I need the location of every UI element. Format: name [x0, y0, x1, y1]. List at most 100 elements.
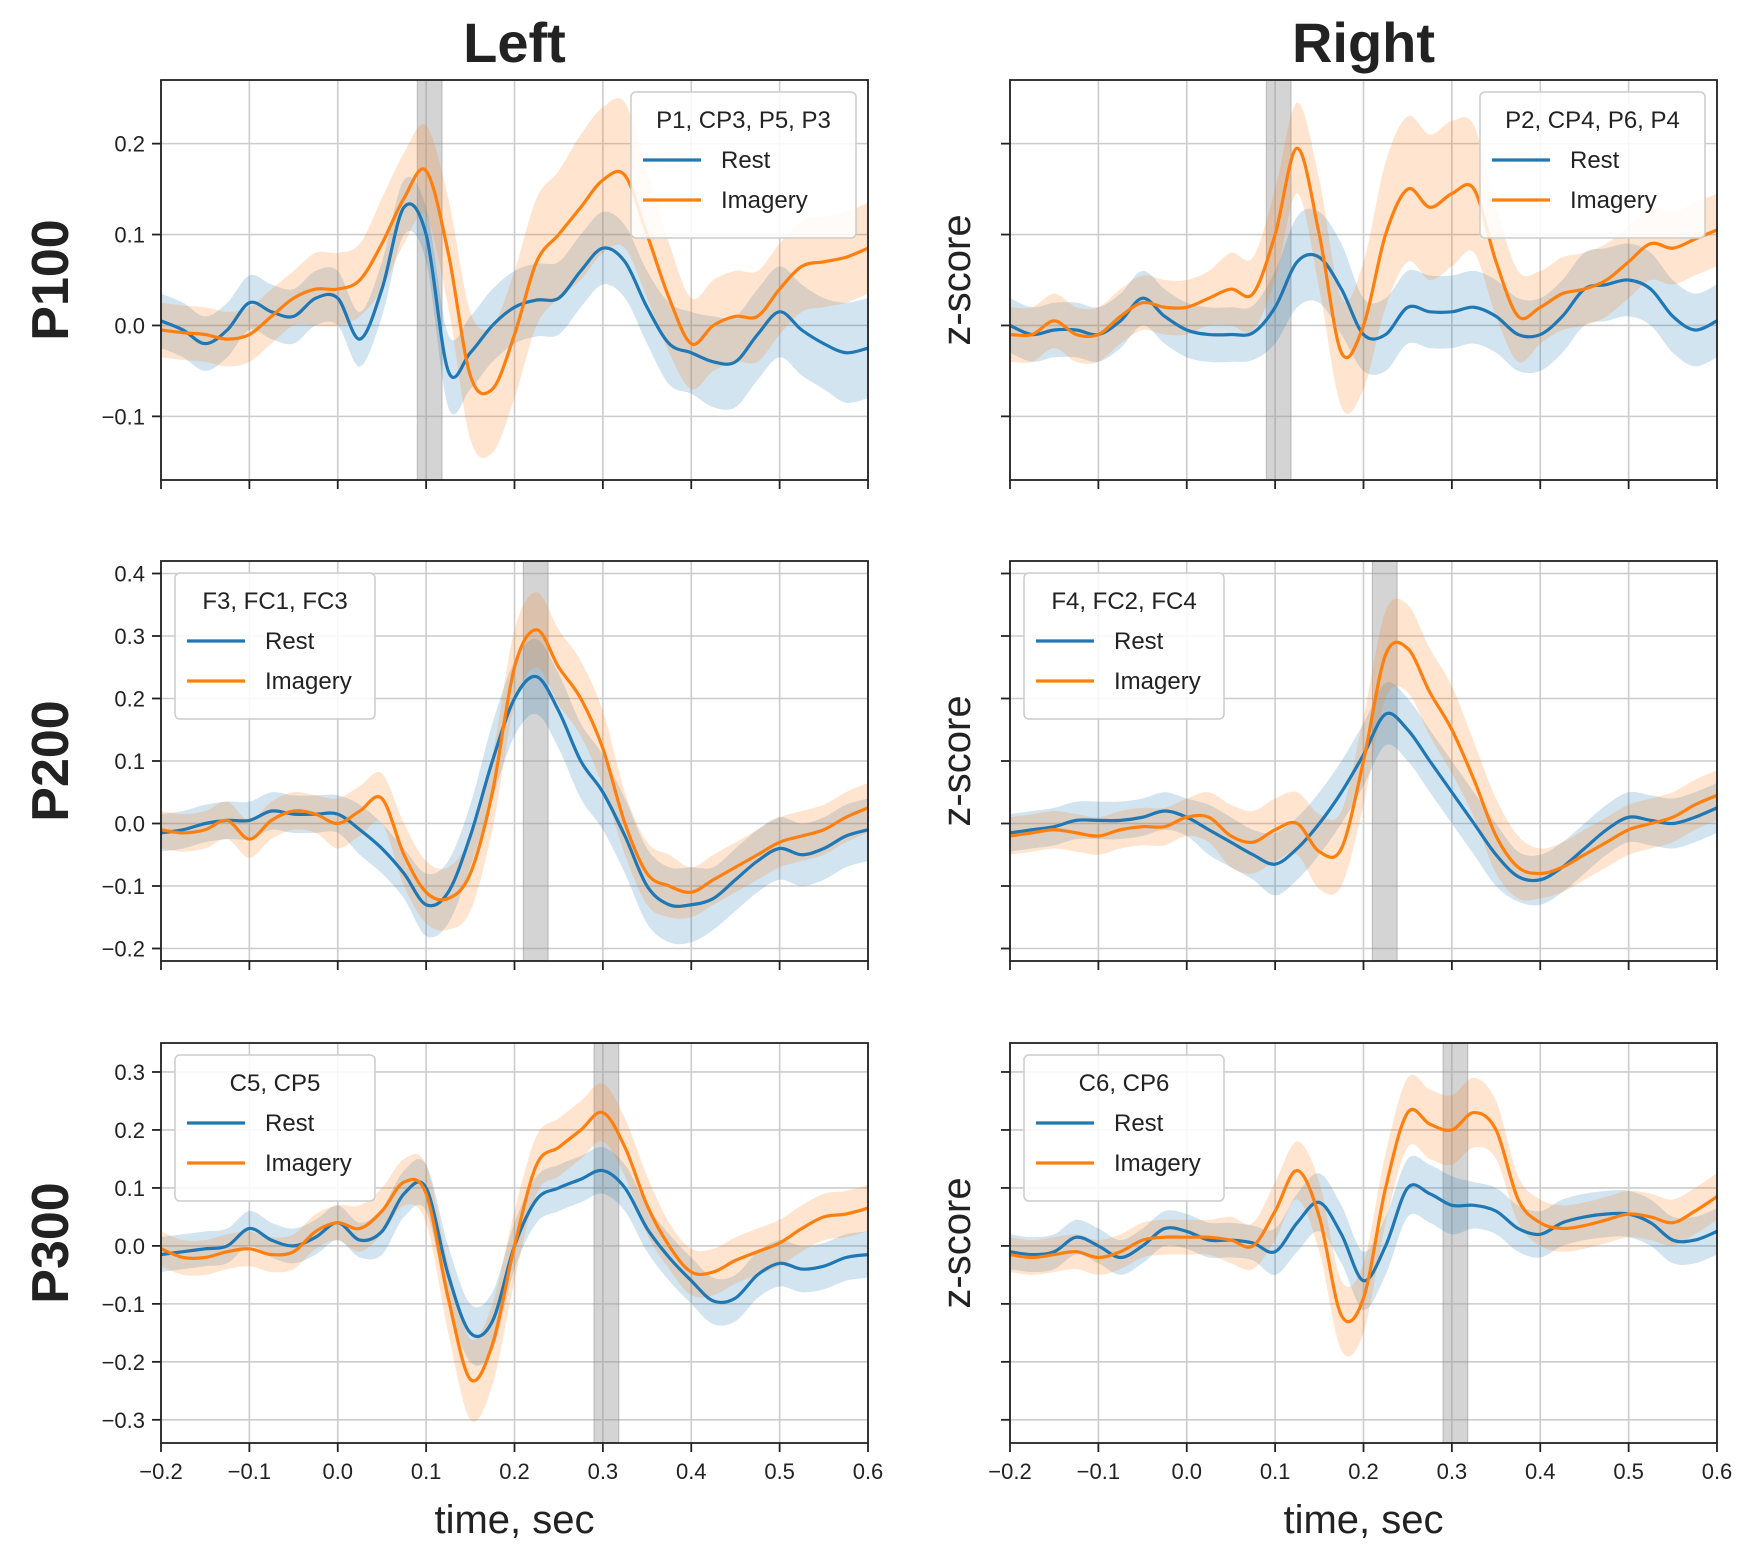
confidence-band-rest	[161, 176, 868, 415]
highlight-window	[1442, 1042, 1469, 1444]
x-tick-label: −0.1	[1077, 1459, 1120, 1484]
legend-label-imagery: Imagery	[265, 1150, 352, 1177]
panel-p300-left: −0.3 −0.2 −0.1 0.0 0.1 0.2 0.3 −0.2 −0.1 0.0 0.1 0.…	[102, 1042, 884, 1542]
legend-title: C6, CP6	[1079, 1070, 1170, 1097]
y-tick-label: 0.3	[114, 1060, 145, 1085]
x-tick-label: −0.1	[228, 1459, 271, 1484]
legend-title: F4, FC2, FC4	[1051, 588, 1196, 615]
x-tick-label: −0.2	[988, 1459, 1031, 1484]
y-tick-label: 0.2	[114, 132, 145, 157]
x-tick-label: −0.2	[139, 1459, 182, 1484]
legend: C5, CP5 Rest Imagery	[174, 1054, 376, 1202]
plot-area	[161, 592, 868, 945]
highlight-window	[522, 560, 549, 962]
legend-title: F3, FC1, FC3	[202, 588, 347, 615]
y-tick-label: 0.0	[114, 1234, 145, 1259]
legend: F4, FC2, FC4 Rest Imagery	[1023, 572, 1225, 720]
y-tick-label: 0.2	[114, 1118, 145, 1143]
plot-area	[1010, 102, 1717, 414]
confidence-band-rest	[1010, 682, 1717, 906]
legend-title: P1, CP3, P5, P3	[656, 107, 831, 134]
row-title-p100: P100	[22, 219, 80, 340]
x-tick-label: 0.4	[676, 1459, 707, 1484]
x-tick-label: 0.3	[1437, 1459, 1468, 1484]
legend-label-imagery: Imagery	[265, 668, 352, 695]
x-tick-label: 0.0	[322, 1459, 353, 1484]
column-title-right: Right	[1292, 11, 1435, 74]
y-tick-label: 0.0	[114, 313, 145, 338]
y-tick-label: −0.2	[102, 1350, 145, 1375]
legend-title: C5, CP5	[230, 1070, 321, 1097]
legend-label-rest: Rest	[1114, 628, 1164, 655]
y-tick-label: 0.0	[114, 812, 145, 837]
x-tick-label: 0.2	[499, 1459, 530, 1484]
x-tick-label: 0.2	[1348, 1459, 1379, 1484]
confidence-band-rest	[161, 638, 868, 945]
row-title-p300: P300	[22, 1182, 80, 1303]
legend: P2, CP4, P6, P4 Rest Imagery	[1479, 91, 1706, 239]
y-axis-label: z-score	[935, 695, 979, 826]
legend-label-imagery: Imagery	[1570, 187, 1657, 214]
highlight-window	[416, 79, 443, 481]
column-title-left: Left	[463, 11, 566, 74]
y-tick-label: 0.2	[114, 687, 145, 712]
row-title-p200: P200	[22, 700, 80, 821]
plot-area	[161, 1083, 868, 1422]
x-tick-label: 0.6	[853, 1459, 884, 1484]
series-line-imagery	[1010, 640, 1717, 876]
y-tick-label: 0.3	[114, 624, 145, 649]
y-tick-label: −0.3	[102, 1408, 145, 1433]
legend-label-rest: Rest	[1570, 147, 1620, 174]
x-tick-label: 0.1	[411, 1459, 442, 1484]
y-tick-label: 0.1	[114, 749, 145, 774]
legend-label-imagery: Imagery	[1114, 1150, 1201, 1177]
y-tick-label: 0.1	[114, 1176, 145, 1201]
series-line-rest	[161, 674, 868, 908]
y-tick-label: −0.1	[102, 404, 145, 429]
y-tick-label: −0.1	[102, 874, 145, 899]
legend-label-imagery: Imagery	[721, 187, 808, 214]
confidence-band-imagery	[1010, 598, 1717, 901]
x-tick-label: 0.3	[588, 1459, 619, 1484]
legend-label-imagery: Imagery	[1114, 668, 1201, 695]
x-tick-label: 0.6	[1702, 1459, 1733, 1484]
panel-p100-right: z-score P2, CP4, P6, P4 Rest Imagery	[935, 79, 1718, 489]
series-line-imagery	[1010, 146, 1717, 360]
legend-label-rest: Rest	[1114, 1110, 1164, 1137]
legend-label-rest: Rest	[265, 628, 315, 655]
y-tick-label: −0.2	[102, 937, 145, 962]
panel-p200-right: z-score F4, FC2, FC4 Rest Imagery	[935, 560, 1718, 970]
series-line-rest	[161, 202, 868, 380]
legend-label-rest: Rest	[265, 1110, 315, 1137]
legend: P1, CP3, P5, P3 Rest Imagery	[630, 91, 857, 239]
y-tick-label: −0.1	[102, 1292, 145, 1317]
x-tick-label: 0.5	[1613, 1459, 1644, 1484]
y-axis-label: z-score	[935, 1177, 979, 1308]
y-axis-label: z-score	[935, 214, 979, 345]
series-line-imagery	[161, 628, 868, 902]
x-tick-label: 0.4	[1525, 1459, 1556, 1484]
y-tick-label: 0.1	[114, 223, 145, 248]
y-tick-label: 0.4	[114, 562, 145, 587]
legend: F3, FC1, FC3 Rest Imagery	[174, 572, 376, 720]
x-tick-label: 0.0	[1171, 1459, 1202, 1484]
series-line-rest	[1010, 252, 1717, 341]
x-tick-label: 0.5	[764, 1459, 795, 1484]
confidence-band-imagery	[161, 592, 868, 931]
x-tick-label: 0.1	[1260, 1459, 1291, 1484]
plot-area	[1010, 1074, 1717, 1357]
panel-p300-right: −0.2 −0.1 0.0 0.1 0.2 0.3 0.4 0.5 0.6 z-score time…	[935, 1042, 1733, 1542]
x-axis-label: time, sec	[1283, 1498, 1443, 1542]
series-line-imagery	[161, 1110, 868, 1383]
legend-label-rest: Rest	[721, 147, 771, 174]
series-line-imagery	[161, 167, 868, 396]
panel-p100-left: −0.1 0.0 0.1 0.2 P1, CP3, P5, P3 Rest Imagery	[102, 79, 869, 489]
panel-p200-left: −0.2 −0.1 0.0 0.1 0.2 0.3 0.4 F3, FC1, FC3 Rest I…	[102, 560, 869, 970]
confidence-band-rest	[161, 1147, 868, 1366]
series-line-rest	[1010, 1183, 1717, 1283]
legend-title: P2, CP4, P6, P4	[1505, 107, 1680, 134]
plot-area	[1010, 598, 1717, 906]
plot-area	[161, 98, 868, 458]
panel-grid: −0.10.00.10.2P1, CP3, P5, P3RestImageryz…	[102, 79, 1733, 1542]
